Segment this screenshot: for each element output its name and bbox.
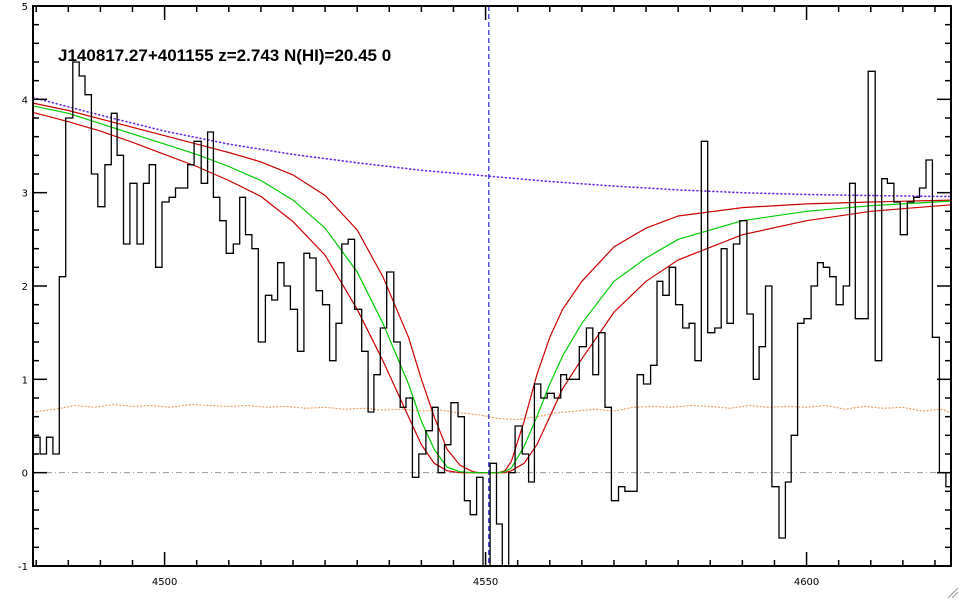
continuum-series xyxy=(33,96,951,198)
error-series xyxy=(33,403,951,421)
y-tick-label: 1 xyxy=(22,375,28,386)
x-tick-label: 4500 xyxy=(152,577,177,588)
y-tick-label: 4 xyxy=(22,95,28,106)
resize-corner-icon xyxy=(947,587,959,599)
y-tick-label: 5 xyxy=(22,2,28,13)
x-tick-label: 4550 xyxy=(473,577,498,588)
chart-title: J140817.27+401155 z=2.743 N(HI)=20.45 0 xyxy=(58,46,391,65)
y-tick-label: 2 xyxy=(22,282,28,293)
y-tick-label: 0 xyxy=(22,469,28,480)
flux-series xyxy=(33,61,951,566)
y-tick-label: -1 xyxy=(18,562,28,573)
y-tick-label: 3 xyxy=(22,189,28,200)
x-tick-label: 4600 xyxy=(794,577,819,588)
